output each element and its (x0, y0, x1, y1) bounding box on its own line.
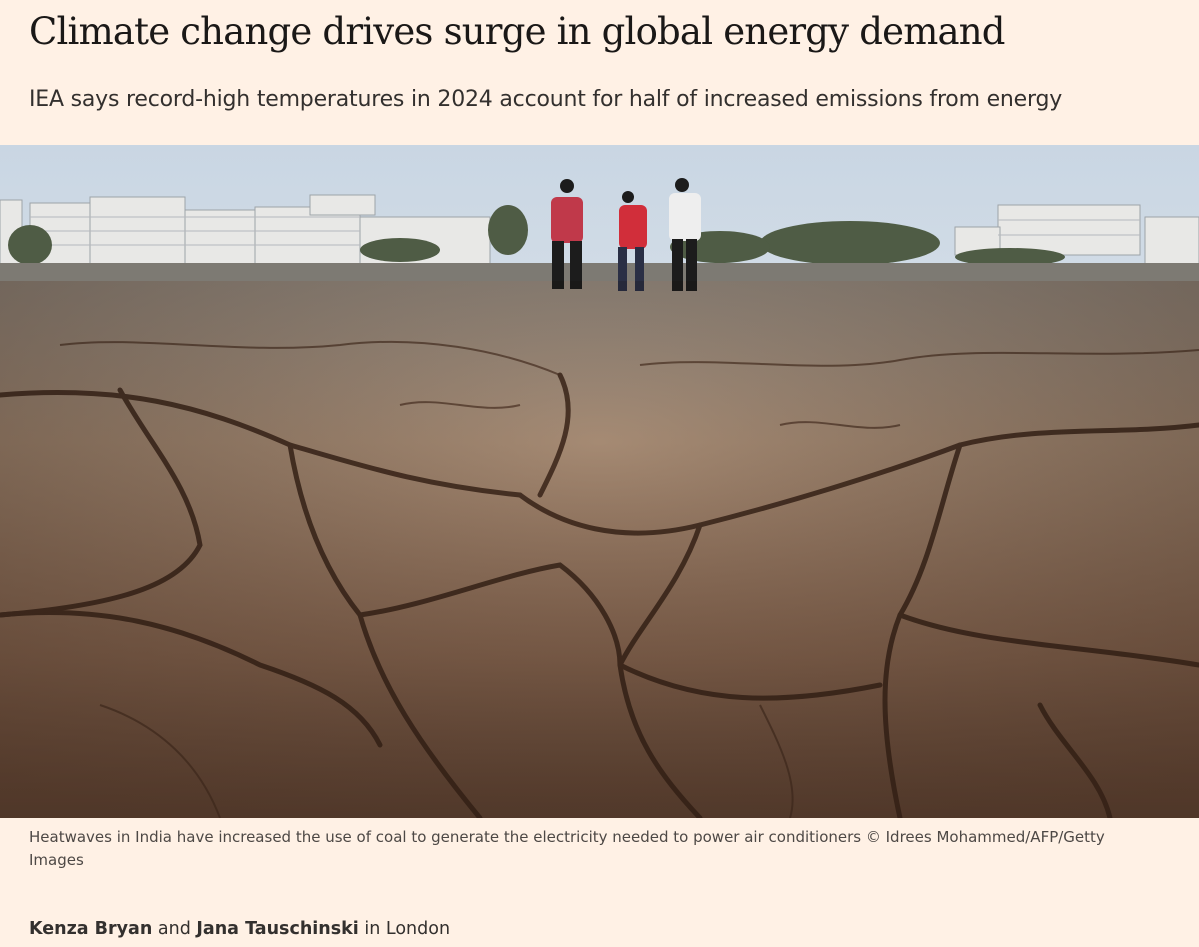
author[interactable]: Kenza Bryan (29, 919, 153, 939)
byline-location: in London (364, 919, 451, 939)
standfirst: IEA says record-high temperatures in 202… (29, 87, 1063, 112)
byline: Kenza Bryan and Jana Tauschinski in Lond… (29, 915, 450, 943)
byline-connector: and (157, 919, 191, 939)
author[interactable]: Jana Tauschinski (196, 919, 359, 939)
photo (0, 145, 1199, 818)
headline: Climate change drives surge in global en… (29, 10, 1006, 53)
image-caption: Heatwaves in India have increased the us… (29, 828, 1105, 869)
